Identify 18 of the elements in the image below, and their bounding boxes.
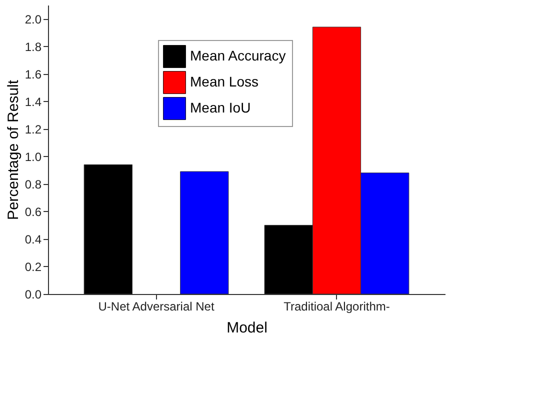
legend-label: Mean IoU xyxy=(190,100,251,116)
y-tick-label: 0.2 xyxy=(24,260,42,274)
y-tick-label: 1.2 xyxy=(24,122,42,136)
y-tick-label: 1.6 xyxy=(24,67,42,82)
y-tick-label: 0.4 xyxy=(24,232,42,246)
legend-label: Mean Loss xyxy=(190,74,258,90)
x-tick-label: Traditioal Algorithm- xyxy=(284,300,390,314)
y-tick-label: 1.8 xyxy=(24,40,42,54)
x-axis-title: Model xyxy=(226,320,268,336)
x-tick-label: U-Net Adversarial Net xyxy=(98,300,215,314)
legend-label: Mean Accuracy xyxy=(190,48,286,64)
y-tick-label: 0.8 xyxy=(24,177,42,192)
y-tick-label: 2.0 xyxy=(24,12,42,26)
y-tick-label: 1.4 xyxy=(24,94,42,109)
y-tick-label: 0.6 xyxy=(24,204,42,219)
y-axis-title: Percentage of Result xyxy=(4,79,22,220)
y-tick-label: 1.0 xyxy=(24,150,42,164)
y-tick-label: 0.0 xyxy=(24,288,42,302)
